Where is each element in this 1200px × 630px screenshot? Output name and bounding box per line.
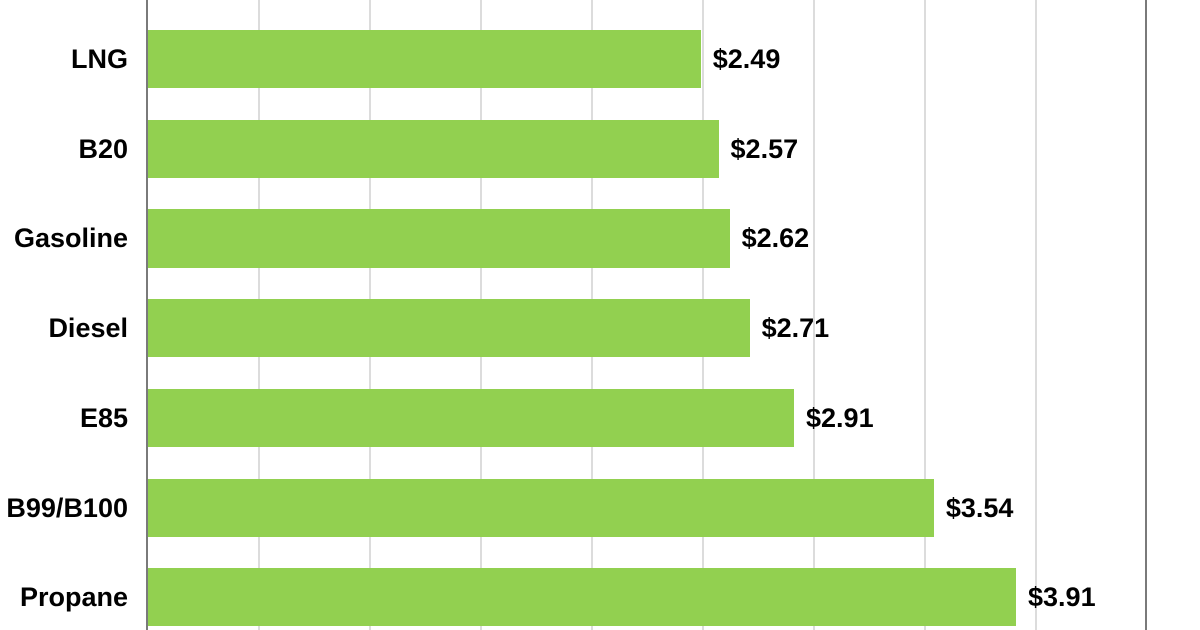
bar-b20: [148, 119, 719, 178]
gridline: [924, 0, 926, 630]
value-label-lng: $2.49: [712, 44, 781, 74]
category-label-e85: E85: [79, 402, 128, 433]
value-label-b99-b100: $3.54: [945, 492, 1014, 523]
plot-right-border: [1145, 0, 1147, 630]
bar-lng: [148, 30, 701, 89]
value-label-e85: $2.91: [806, 402, 874, 433]
value-label-propane: $3.91: [1028, 582, 1096, 613]
category-label-b99-b100: B99/B100: [6, 492, 128, 523]
category-label-diesel: Diesel: [48, 313, 128, 344]
category-label-b20: B20: [78, 133, 128, 164]
y-axis-line: [146, 0, 148, 630]
bar-e85: [148, 388, 795, 448]
category-label-propane: Propane: [19, 582, 128, 613]
value-label-b20: $2.57: [730, 133, 799, 164]
category-label-lng: LNG: [71, 44, 128, 74]
gridline: [813, 0, 815, 630]
bar-propane: [148, 568, 1017, 627]
value-label-diesel: $2.71: [761, 313, 830, 344]
bar-b99-b100: [148, 478, 934, 537]
category-label-gasoline: Gasoline: [13, 223, 128, 254]
bar-gasoline: [148, 209, 730, 268]
value-label-gasoline: $2.62: [741, 223, 810, 254]
gridline: [1035, 0, 1037, 630]
bar-diesel: [148, 299, 750, 358]
